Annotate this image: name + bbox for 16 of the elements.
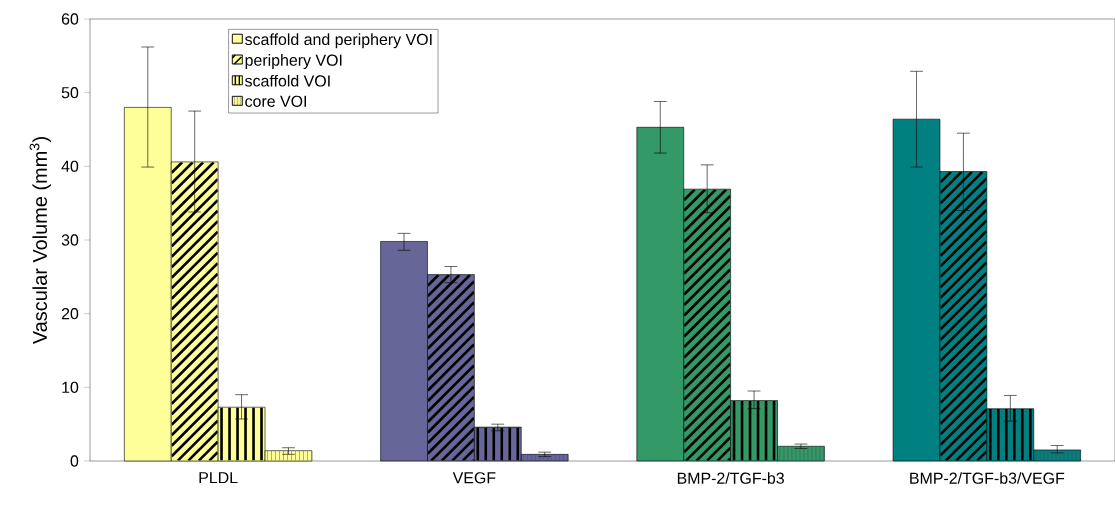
legend-label: periphery VOI <box>245 54 342 69</box>
y-tick-label: 50 <box>61 87 79 99</box>
y-axis-title: Vascular Volume (mm$^{3}$) <box>29 137 51 345</box>
y-tick-label: 30 <box>61 234 79 246</box>
y-tick-label: 10 <box>62 381 79 393</box>
x-tick-label: PLDL <box>199 472 238 484</box>
y-tick-label: 0 <box>70 455 79 467</box>
legend-label: scaffold VOI <box>245 74 330 87</box>
y-tick-label: 40 <box>61 160 79 172</box>
legend-label: scaffold and periphery VOI <box>245 33 432 49</box>
y-tick-label: 20 <box>61 308 79 320</box>
x-tick-label: BMP-2/TGF-b3/VEGF <box>910 472 1065 484</box>
legend-label: core VOI <box>245 95 307 107</box>
y-tick-label: 60 <box>61 13 79 25</box>
x-tick-label: VEGF <box>452 472 496 484</box>
x-tick-label: BMP-2/TGF-b3 <box>677 472 784 484</box>
